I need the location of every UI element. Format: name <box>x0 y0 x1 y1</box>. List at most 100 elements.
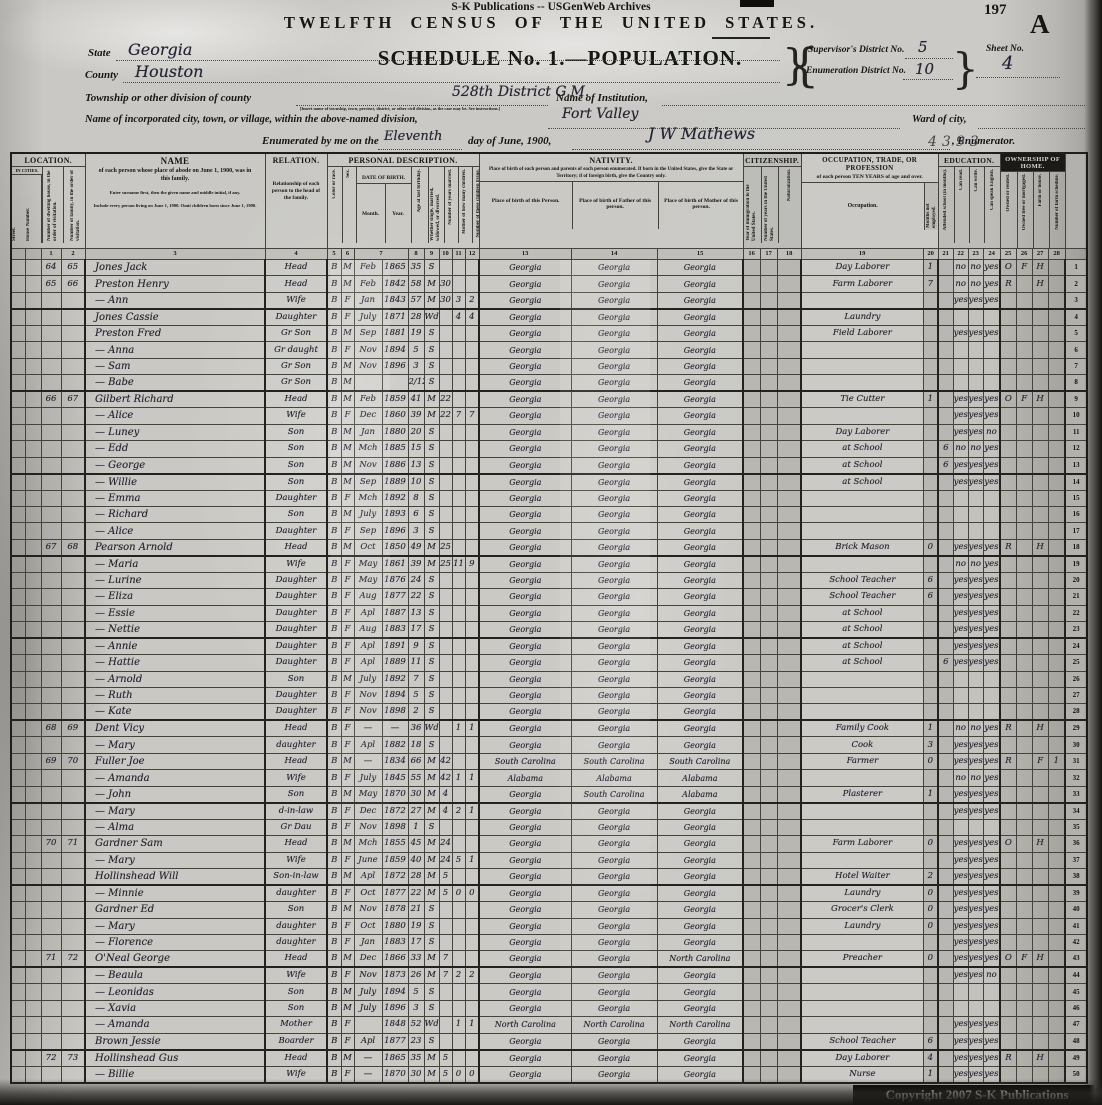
cell-hn <box>24 917 42 935</box>
naturalization-col-label: Naturalization. <box>787 169 793 202</box>
cell-oh <box>999 868 1017 887</box>
header-personal: PERSONAL DESCRIPTION. Color or race. Sex… <box>326 152 480 249</box>
cell-ym: 25 <box>438 555 453 573</box>
cell-rd: no <box>952 555 969 573</box>
personal-title: PERSONAL DESCRIPTION. <box>348 156 458 165</box>
cell-hn <box>24 785 42 804</box>
cell-wr <box>967 341 984 359</box>
cell-fs <box>1047 1016 1066 1034</box>
cell-mn <box>922 489 939 507</box>
cell-c: B <box>326 752 342 771</box>
cell-na <box>776 505 802 524</box>
cell-oh <box>999 785 1017 804</box>
column-number: 17 <box>759 248 778 260</box>
cell-ms: S <box>423 917 440 935</box>
cell-fm <box>1015 752 1033 771</box>
cell-iy <box>742 637 761 656</box>
cell-nm: — Mary <box>84 736 266 754</box>
census-row: — Xavia Son B M July 1896 3 S Georgia Georgia Geor… <box>10 999 1088 1018</box>
cell-c: B <box>326 785 342 804</box>
cell-c: B <box>326 407 342 425</box>
cell-oc <box>800 670 924 689</box>
cell-na <box>776 983 802 1001</box>
cell-ym <box>438 505 453 524</box>
cell-st <box>10 966 26 985</box>
cell-ms: S <box>423 588 440 606</box>
column-number: 2 <box>60 248 86 260</box>
cell-ms: S <box>423 571 440 590</box>
cell-fs <box>1047 407 1066 425</box>
cell-pm: Georgia <box>656 851 744 870</box>
cell-ag: 39 <box>407 407 425 425</box>
cell-ms: S <box>423 1032 440 1051</box>
cell-at <box>937 670 954 689</box>
cell-st <box>10 489 26 507</box>
cell-wr: yes <box>967 571 984 590</box>
cell-yu <box>759 884 778 903</box>
cell-at <box>937 835 954 853</box>
cell-c: B <box>326 374 342 393</box>
cell-pb: Georgia <box>478 604 572 623</box>
cell-ag: 10 <box>407 473 425 491</box>
cell-wr <box>967 686 984 705</box>
cell-rl: Son <box>264 440 328 458</box>
cell-ag: 22 <box>407 884 425 903</box>
cell-bm: Dec <box>353 407 383 425</box>
cell-by: 1873 <box>381 966 409 985</box>
cell-bm: Jan <box>353 933 383 952</box>
census-row: — Luney Son B M Jan 1880 20 S Georgia Georgia Geor… <box>10 423 1088 442</box>
cell-wr <box>967 505 984 524</box>
cell-nm: Gardner Sam <box>84 835 266 853</box>
cell-nm: — Babe <box>84 374 266 393</box>
cell-d <box>40 308 62 326</box>
cell-wr: yes <box>967 324 984 343</box>
cell-rl: Son-in-law <box>264 868 328 887</box>
occupation-title-2: PROFESSION <box>845 164 894 172</box>
cell-en: yes <box>982 604 1001 623</box>
cell-en: yes <box>982 769 1001 787</box>
cell-f: 72 <box>60 950 86 969</box>
cell-pf: Georgia <box>570 1032 658 1051</box>
cell-ag: 33 <box>407 950 425 969</box>
cell-fm <box>1015 324 1033 343</box>
cell-f <box>60 588 86 606</box>
row-number: 40 <box>1064 901 1088 919</box>
cell-ag: 30 <box>407 785 425 804</box>
cell-na <box>776 802 802 820</box>
cell-hn <box>24 621 42 640</box>
cell-pm: Georgia <box>656 670 744 689</box>
cell-mc: 1 <box>451 1016 466 1034</box>
cell-oh <box>999 818 1017 837</box>
cell-rl: Daughter <box>264 604 328 623</box>
cell-st <box>10 802 26 820</box>
cell-mn <box>922 983 939 1001</box>
cell-rl: Head <box>264 835 328 853</box>
page-letter: A <box>1030 9 1050 39</box>
cell-pm: Georgia <box>656 555 744 573</box>
years-married-col-label: Number of years married. <box>448 169 453 225</box>
cell-d <box>40 686 62 705</box>
cell-by: 1872 <box>381 868 409 887</box>
cell-ms: S <box>423 686 440 705</box>
cell-s: M <box>340 950 355 969</box>
cell-d <box>40 423 62 442</box>
cell-pm: Georgia <box>656 538 744 557</box>
cell-d <box>40 670 62 689</box>
cell-iy <box>742 917 761 935</box>
cell-s: F <box>340 686 355 705</box>
cell-na <box>776 604 802 623</box>
marital-col-label: Whether single, married, widowed, or div… <box>430 187 441 241</box>
cell-pm: Georgia <box>656 505 744 524</box>
cell-bm: — <box>353 1049 383 1067</box>
cell-f <box>60 456 86 475</box>
cell-mc <box>451 752 466 771</box>
cell-en: yes <box>982 719 1001 738</box>
cell-ms: S <box>423 324 440 343</box>
cell-en: yes <box>982 538 1001 557</box>
cell-bm: Aug <box>353 588 383 606</box>
cell-rd: yes <box>952 835 969 853</box>
cell-fm <box>1015 736 1033 754</box>
row-number: 15 <box>1064 489 1088 507</box>
cell-c: B <box>326 818 342 837</box>
column-number: 1 <box>40 248 62 260</box>
